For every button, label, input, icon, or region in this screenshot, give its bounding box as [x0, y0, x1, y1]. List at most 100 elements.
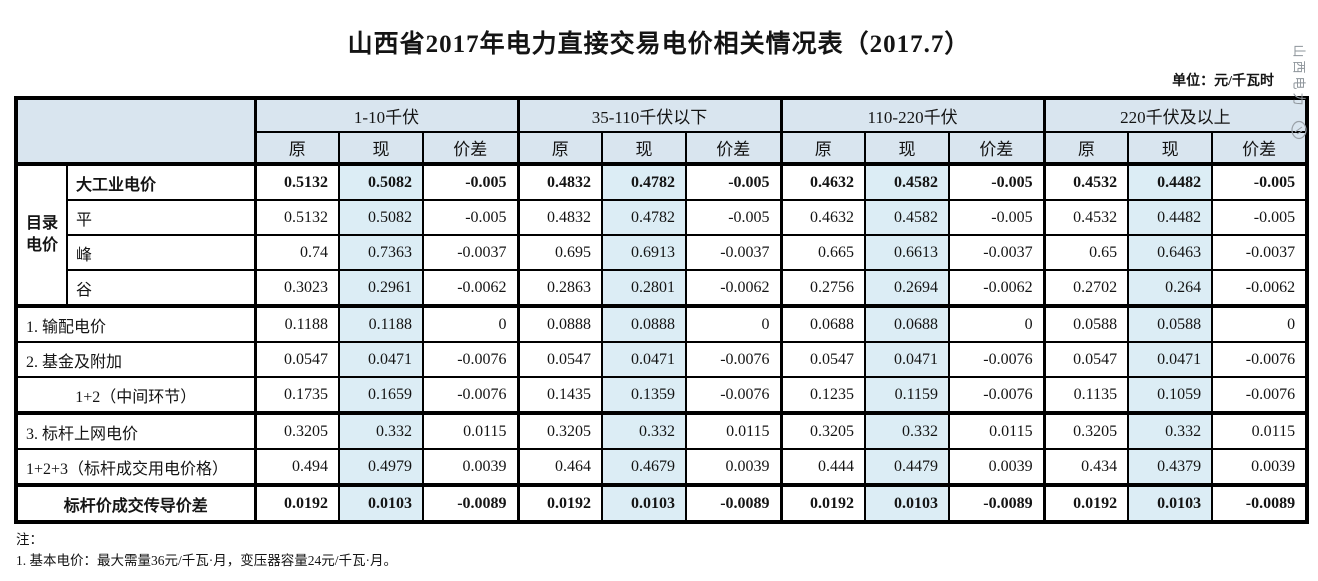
value-cell: 0.0039	[685, 448, 783, 486]
value-cell: 0.0547	[516, 341, 604, 378]
group-header: 220千伏及以上	[1042, 97, 1309, 133]
notes: 注： 1. 基本电价：最大需量36元/千瓦·月，变压器容量24元/千瓦·月。	[16, 530, 1318, 572]
sub-header: 现	[601, 131, 688, 165]
value-cell: 0	[421, 304, 520, 343]
value-cell: 0.6463	[1127, 234, 1214, 271]
value-cell: 0.0103	[1127, 483, 1214, 523]
value-cell: 0.4632	[779, 162, 867, 201]
value-cell: 0.4532	[1042, 199, 1130, 236]
value-cell: 0.464	[516, 448, 604, 486]
value-cell: -0.0062	[421, 269, 520, 307]
value-cell: 0.4379	[1127, 448, 1214, 486]
value-cell: -0.0037	[1211, 234, 1309, 271]
sub-header: 原	[253, 131, 340, 165]
value-cell: -0.0089	[421, 483, 520, 523]
table-body: 目录 电价 大工业电价 0.5132 0.5082 -0.005 0.4832 0.4782…	[15, 162, 1309, 523]
value-cell: 0.2801	[601, 269, 688, 307]
value-cell: 0	[948, 304, 1046, 343]
value-cell: -0.0076	[685, 341, 783, 378]
value-cell: 0.0039	[948, 448, 1046, 486]
value-cell: 0.4782	[601, 199, 688, 236]
value-cell: 0.0588	[1127, 304, 1214, 343]
value-cell: -0.005	[685, 199, 783, 236]
value-cell: -0.005	[421, 199, 520, 236]
value-cell: 0.1159	[864, 376, 951, 414]
sub-header: 原	[1042, 131, 1130, 165]
unit-label: 单位：元/千瓦时	[1172, 74, 1274, 89]
value-cell: 0.0039	[1211, 448, 1309, 486]
value-cell: 0.0471	[864, 341, 951, 378]
row-label: 1. 输配电价	[15, 304, 256, 343]
value-cell: 0.1235	[779, 376, 867, 414]
row-label: 大工业电价	[66, 162, 256, 201]
value-cell: 0.3205	[516, 411, 604, 450]
value-cell: 0.332	[601, 411, 688, 450]
value-cell: 0.0688	[864, 304, 951, 343]
value-cell: 0.4479	[864, 448, 951, 486]
note-heading: 注：	[16, 532, 43, 547]
value-cell: 0.1188	[338, 304, 424, 343]
table-head: 1-10千伏 35-110千伏以下 110-220千伏 220千伏及以上原现价差原现价…	[15, 97, 1309, 165]
value-cell: 0.665	[779, 234, 867, 271]
value-cell: -0.0062	[948, 269, 1046, 307]
row-label: 1+2（中间环节）	[15, 376, 256, 414]
value-cell: 0.2756	[779, 269, 867, 307]
value-cell: 0.0547	[253, 341, 340, 378]
value-cell: -0.0089	[685, 483, 783, 523]
value-cell: 0.0547	[1042, 341, 1130, 378]
value-cell: 0.1659	[338, 376, 424, 414]
value-cell: 0.0115	[685, 411, 783, 450]
value-cell: -0.005	[421, 162, 520, 201]
value-cell: 0.332	[1127, 411, 1214, 450]
group-header: 1-10千伏	[253, 97, 520, 133]
table-row: 峰 0.74 0.7363 -0.0037 0.695 0.6913 -0.0037 0.66…	[16, 234, 1309, 271]
value-cell: 0.0471	[1127, 341, 1214, 378]
value-cell: 0.0039	[421, 448, 520, 486]
value-cell: -0.0076	[421, 376, 520, 414]
value-cell: 0.3023	[253, 269, 340, 307]
value-cell: 0.434	[1042, 448, 1130, 486]
value-cell: 0.0115	[1211, 411, 1309, 450]
corner-cell	[15, 97, 256, 165]
value-cell: 0.4632	[779, 199, 867, 236]
value-cell: 0.0192	[1042, 483, 1130, 523]
group-header: 35-110千伏以下	[516, 97, 783, 133]
value-cell: 0.4679	[601, 448, 688, 486]
value-cell: 0.1135	[1042, 376, 1130, 414]
value-cell: 0.3205	[253, 411, 340, 450]
table-row: 3. 标杆上网电价 0.3205 0.332 0.0115 0.3205 0.332 0.0…	[15, 411, 1309, 450]
table-row: 目录 电价 大工业电价 0.5132 0.5082 -0.005 0.4832 0.4782…	[15, 162, 1309, 307]
watermark-text: 山西电力	[1291, 44, 1307, 109]
value-cell: 0.0103	[864, 483, 951, 523]
table-row: 平 0.5132 0.5082 -0.005 0.4832 0.4782 -0.005 0.4…	[16, 199, 1309, 236]
value-cell: 0.4482	[1127, 162, 1214, 201]
value-cell: 0.6613	[864, 234, 951, 271]
table-row: 1+2+3（标杆成交用电价格） 0.494 0.4979 0.0039 0.464 0.4…	[15, 448, 1309, 486]
price-table: 1-10千伏 35-110千伏以下 110-220千伏 220千伏及以上原现价差原现价…	[14, 96, 1310, 524]
value-cell: -0.0076	[948, 341, 1046, 378]
row-label: 谷	[66, 269, 256, 307]
sub-header: 价差	[685, 131, 783, 165]
value-cell: -0.0062	[1211, 269, 1309, 307]
value-cell: 0.444	[779, 448, 867, 486]
sub-header: 价差	[421, 131, 520, 165]
row-label: 3. 标杆上网电价	[15, 411, 256, 450]
table-row: 1. 输配电价 0.1188 0.1188 0 0.0888 0.0888 0 0.0688 0…	[15, 304, 1309, 343]
value-cell: -0.0076	[421, 341, 520, 378]
value-cell: 0.4582	[864, 162, 951, 201]
value-cell: 0.0547	[779, 341, 867, 378]
group-header: 110-220千伏	[779, 97, 1046, 133]
value-cell: 0.1188	[253, 304, 340, 343]
value-cell: 0.0192	[779, 483, 867, 523]
value-cell: 0.74	[253, 234, 340, 271]
sub-header: 现	[864, 131, 951, 165]
value-cell: 0.0115	[421, 411, 520, 450]
value-cell: 0.5082	[338, 162, 424, 201]
value-cell: 0.1435	[516, 376, 604, 414]
value-cell: 0.332	[338, 411, 424, 450]
value-cell: -0.0089	[1211, 483, 1309, 523]
table-row: 2. 基金及附加 0.0547 0.0471 -0.0076 0.0547 0.0471-…	[15, 341, 1309, 378]
value-cell: 0.0192	[253, 483, 340, 523]
sub-header: 价差	[948, 131, 1046, 165]
header-group-row: 1-10千伏 35-110千伏以下 110-220千伏 220千伏及以上	[15, 97, 1309, 165]
